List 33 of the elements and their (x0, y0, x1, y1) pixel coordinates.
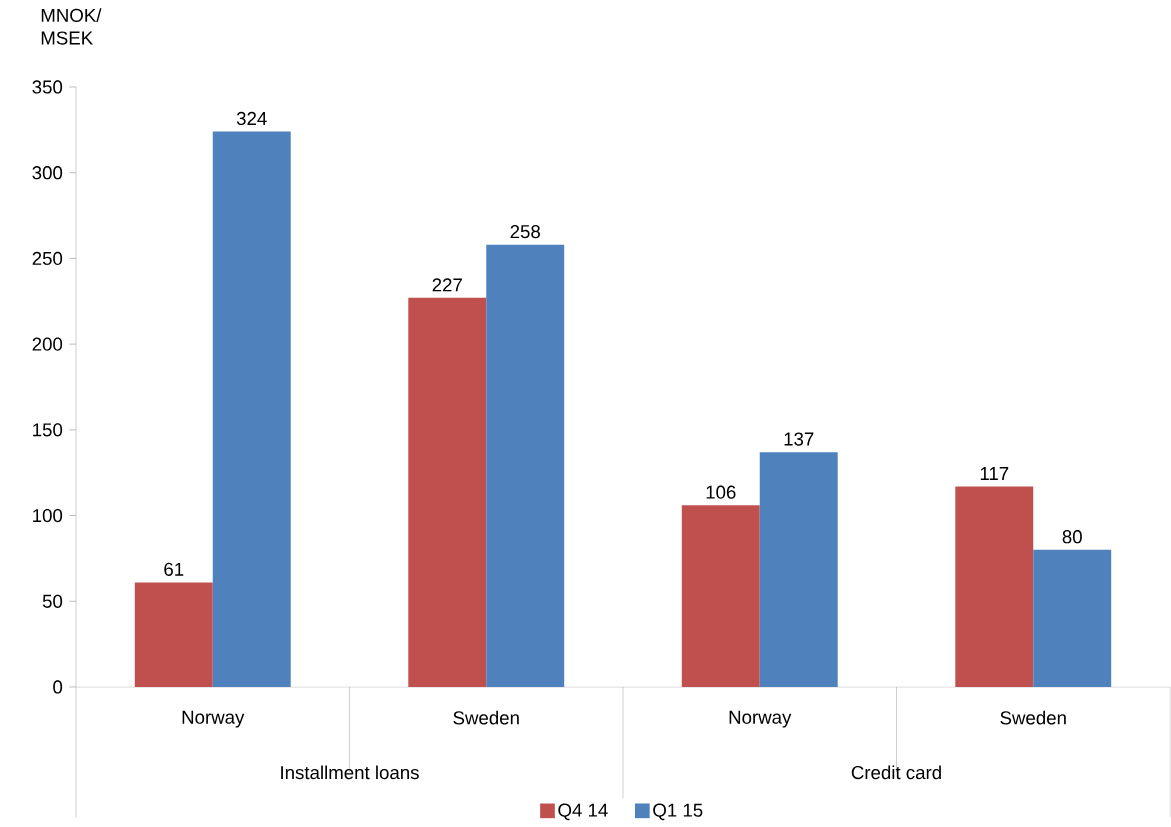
bar (1033, 549, 1112, 687)
data-label: 106 (706, 485, 736, 499)
y-tick-label: 250 (32, 251, 63, 266)
data-label: 227 (432, 278, 462, 292)
bar (486, 244, 565, 687)
y-tick-label: 0 (53, 680, 63, 694)
text: Installment loans (281, 765, 419, 780)
data-label: 137 (784, 432, 814, 446)
data-label: 80 (1062, 530, 1082, 544)
y-tick-label: 100 (33, 508, 63, 523)
bar (134, 582, 213, 687)
bar (681, 505, 760, 687)
y-tick-label: 350 (32, 80, 63, 94)
y-tick-label: 200 (32, 337, 63, 351)
x-tick-label: Norway (182, 710, 245, 728)
bar (759, 452, 838, 687)
bar (955, 486, 1034, 687)
bar (408, 297, 487, 687)
y-tick-label: 150 (33, 423, 63, 437)
data-label: 324 (236, 111, 267, 126)
y-tick-label: 50 (42, 594, 63, 608)
bar (212, 131, 291, 687)
data-label: 117 (980, 467, 1009, 480)
data-label: 258 (510, 224, 540, 239)
y-tick-label: 300 (32, 166, 63, 180)
text: Credit card (851, 765, 941, 780)
legend-label: Q1 15 (653, 803, 703, 821)
x-tick-label: Sweden (1000, 710, 1066, 725)
legend-label: Q4 14 (558, 803, 608, 821)
data-label: 61 (164, 562, 184, 576)
y-axis-title: MNOK/ MSEK (41, 8, 102, 45)
x-tick-label: Sweden (453, 710, 519, 725)
x-tick-label: Norway (729, 710, 792, 728)
